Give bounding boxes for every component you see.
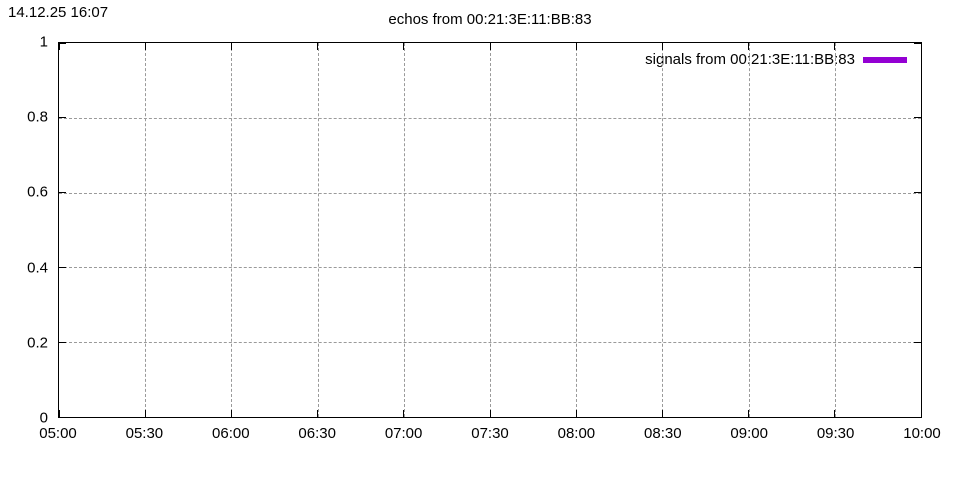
- vertical-gridline: [748, 43, 750, 417]
- vertical-gridline: [490, 43, 491, 417]
- chart-title: echos from 00:21:3E:11:BB:83: [388, 11, 592, 28]
- x-tick-label: 09:00: [730, 425, 768, 442]
- y-tick-mark: [914, 192, 921, 194]
- x-tick-label: 05:30: [125, 425, 164, 442]
- y-tick-label: 0.2: [27, 334, 48, 352]
- y-tick-label: 0.8: [27, 108, 48, 126]
- y-tick-mark: [914, 42, 921, 44]
- x-tick-label: 09:30: [816, 425, 855, 442]
- y-axis-labels: 0 0.2 0.4 0.6 0.8 1: [0, 34, 48, 427]
- x-tick-mark: [58, 43, 60, 50]
- x-tick-mark: [575, 43, 577, 50]
- x-tick-mark: [230, 410, 232, 417]
- y-tick-label: 0.4: [27, 259, 48, 277]
- x-axis-labels: 05:00 05:30 06:00 06:30 07:00 07:30 08:00 08:30…: [39, 425, 941, 443]
- horizontal-gridline: [59, 267, 921, 269]
- y-tick-mark: [914, 266, 921, 268]
- x-tick-label: 06:00: [212, 425, 250, 442]
- timestamp-label: 14.12.25 16:07: [8, 4, 109, 21]
- x-tick-label: 05:00: [39, 425, 77, 442]
- vertical-gridline: [145, 43, 147, 417]
- plot-area: signals from 00:21:3E:11:BB:83: [58, 42, 922, 418]
- x-tick-mark: [834, 43, 836, 50]
- x-tick-mark: [403, 43, 405, 50]
- x-tick-mark: [317, 410, 319, 417]
- legend: signals from 00:21:3E:11:BB:83: [645, 51, 907, 68]
- x-tick-mark: [575, 410, 577, 417]
- y-tick-mark: [59, 42, 66, 44]
- x-tick-mark: [230, 43, 232, 50]
- x-tick-label: 07:00: [384, 425, 423, 442]
- y-tick-mark: [914, 416, 921, 418]
- horizontal-gridline: [59, 342, 921, 344]
- vertical-gridline: [317, 43, 319, 417]
- y-tick-label: 0: [39, 409, 48, 427]
- x-tick-label: 06:30: [298, 425, 336, 442]
- vertical-gridline: [231, 43, 233, 417]
- x-tick-mark: [403, 410, 405, 417]
- y-tick-mark: [914, 117, 921, 119]
- x-tick-mark: [748, 410, 750, 417]
- x-tick-mark: [748, 43, 750, 50]
- y-tick-mark: [59, 266, 66, 268]
- y-tick-mark: [59, 117, 66, 119]
- vertical-gridline: [576, 43, 578, 417]
- x-tick-label: 08:00: [557, 425, 596, 442]
- vertical-gridline: [403, 43, 405, 417]
- y-tick-label: 0.6: [27, 183, 48, 201]
- x-tick-mark: [58, 410, 60, 417]
- x-tick-mark: [144, 43, 146, 50]
- horizontal-gridline: [59, 117, 921, 119]
- legend-label: signals from 00:21:3E:11:BB:83: [645, 51, 855, 68]
- y-tick-label: 1: [39, 33, 48, 51]
- y-tick-mark: [59, 416, 66, 418]
- y-tick-mark: [914, 341, 921, 343]
- x-tick-mark: [661, 410, 663, 417]
- vertical-gridline: [662, 43, 664, 417]
- x-tick-mark: [834, 410, 836, 417]
- x-tick-mark: [317, 43, 319, 50]
- x-tick-label: 07:30: [471, 425, 509, 442]
- x-tick-mark: [489, 410, 491, 417]
- x-tick-mark: [489, 43, 491, 50]
- vertical-gridline: [834, 43, 836, 417]
- horizontal-gridline: [59, 192, 921, 194]
- x-tick-mark: [920, 43, 922, 50]
- x-tick-mark: [920, 410, 922, 417]
- x-tick-mark: [144, 410, 146, 417]
- x-tick-mark: [661, 43, 663, 50]
- y-tick-mark: [59, 192, 66, 194]
- y-tick-mark: [59, 341, 66, 343]
- x-tick-label: 10:00: [903, 425, 941, 442]
- x-tick-label: 08:30: [644, 425, 682, 442]
- series-color-swatch: [863, 56, 907, 63]
